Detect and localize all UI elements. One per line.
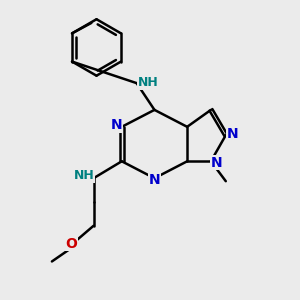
Text: N: N: [226, 127, 238, 141]
Text: N: N: [211, 156, 223, 170]
Text: NH: NH: [137, 76, 158, 89]
Text: N: N: [148, 173, 160, 187]
Text: N: N: [111, 118, 122, 132]
Text: NH: NH: [74, 169, 94, 182]
Text: O: O: [65, 237, 77, 250]
